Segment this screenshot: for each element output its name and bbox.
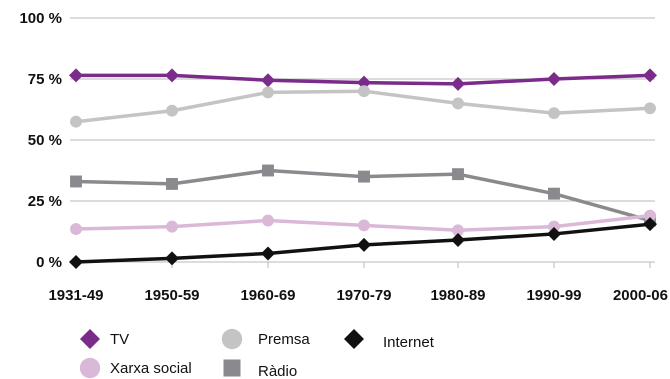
data-point <box>70 223 82 236</box>
data-point <box>69 255 83 269</box>
data-point <box>644 209 656 222</box>
data-series <box>69 68 657 269</box>
data-point <box>548 187 560 200</box>
data-point <box>643 217 657 232</box>
y-tick-label: 75 % <box>28 71 62 88</box>
series-internet <box>69 217 657 269</box>
series-tv <box>69 68 657 91</box>
data-point <box>548 107 560 120</box>
data-point <box>547 72 561 86</box>
legend-marker <box>344 329 364 349</box>
legend-marker <box>79 357 101 379</box>
x-tick-label: 1970-79 <box>336 287 391 304</box>
data-point <box>451 76 465 91</box>
series-xarxa-social <box>70 209 656 237</box>
data-point <box>358 219 370 232</box>
x-tick-label: 2000-06 <box>613 287 668 304</box>
data-point <box>548 220 560 233</box>
data-point <box>262 164 274 177</box>
y-tick-label: 50 % <box>28 132 62 149</box>
data-point <box>165 251 179 266</box>
legend-item: Ràdio <box>223 359 297 379</box>
data-point <box>643 68 657 83</box>
legend-marker <box>223 359 241 377</box>
data-point <box>357 75 371 90</box>
data-point <box>70 115 82 128</box>
data-point <box>358 170 370 183</box>
data-point <box>547 226 561 241</box>
data-point <box>70 175 82 188</box>
series-r-dio <box>70 164 656 227</box>
legend-label: Xarxa social <box>110 360 192 377</box>
data-point <box>452 224 464 237</box>
x-tick-label: 1931-49 <box>48 287 103 304</box>
data-point <box>358 85 370 98</box>
legend-label: Premsa <box>258 331 310 348</box>
data-point <box>166 220 178 233</box>
legend: TV Premsa Internet Xarxa social Ràdio <box>79 328 435 379</box>
x-tick-label: 1980-89 <box>430 287 485 304</box>
legend-item: Xarxa social <box>79 357 192 379</box>
data-point <box>261 246 275 261</box>
data-point <box>452 97 464 110</box>
data-point <box>69 68 83 83</box>
y-axis-tick-labels: 0 % 25 % 50 % 75 % 100 % <box>19 10 62 271</box>
legend-label: TV <box>110 331 129 348</box>
legend-marker <box>221 328 243 350</box>
legend-item: Premsa <box>221 328 310 350</box>
data-point <box>262 86 274 99</box>
x-tick-label: 1960-69 <box>240 287 295 304</box>
x-axis-tick-labels: 1931-49 1950-59 1960-69 1970-79 1980-89 1990-… <box>48 262 668 304</box>
y-tick-label: 0 % <box>36 254 62 271</box>
data-point <box>451 233 465 248</box>
legend-label: Ràdio <box>258 363 297 379</box>
data-point <box>644 102 656 115</box>
data-point <box>166 177 178 190</box>
legend-item: Internet <box>344 329 435 351</box>
data-point <box>357 237 371 252</box>
data-point <box>452 168 464 181</box>
legend-marker <box>80 329 100 349</box>
series-premsa <box>70 85 656 128</box>
data-point <box>262 214 274 227</box>
y-tick-label: 25 % <box>28 193 62 210</box>
data-point <box>261 73 275 88</box>
legend-label: Internet <box>383 334 435 351</box>
y-tick-label: 100 % <box>19 10 62 27</box>
x-tick-label: 1950-59 <box>144 287 199 304</box>
x-tick-label: 1990-99 <box>526 287 581 304</box>
data-point <box>165 68 179 83</box>
legend-item: TV <box>80 329 129 349</box>
data-point <box>166 104 178 117</box>
